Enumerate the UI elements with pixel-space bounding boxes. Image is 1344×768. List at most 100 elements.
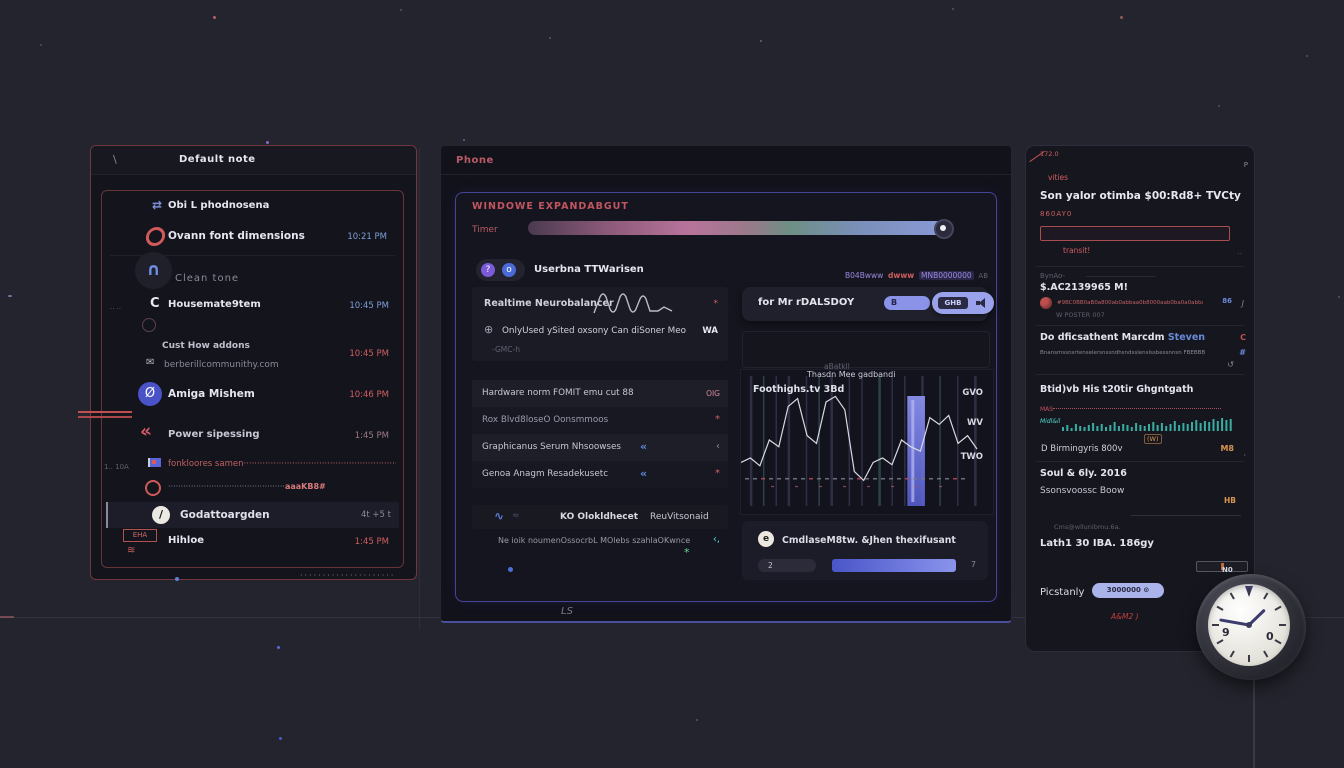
- short-rule: [1131, 515, 1241, 516]
- voice-pill-button[interactable]: B: [884, 296, 930, 310]
- timestamp: 10:45 PM: [349, 301, 389, 311]
- list-item-label: Obi L phodnosena: [168, 200, 270, 211]
- step-pill-button[interactable]: 2: [758, 559, 816, 572]
- star-dot: [1218, 105, 1220, 107]
- frequency-pill-button[interactable]: 3000000 ⊙: [1092, 583, 1164, 598]
- ticker-title: Son yalor otimba $00:Rd8+ TVCty: [1040, 190, 1241, 202]
- avatar-pill[interactable]: ? o: [476, 259, 525, 281]
- clock-tick: [1279, 624, 1286, 626]
- meta-tag: dwww: [888, 271, 915, 280]
- star-dot: [760, 40, 762, 42]
- vertical-guide-line: [419, 148, 420, 630]
- faint-rule: [1086, 276, 1156, 277]
- realtime-sub: -GMC-h: [492, 345, 520, 354]
- star-dot: [696, 719, 698, 721]
- waves-icon: ≋: [127, 545, 136, 556]
- realtime-row-label: OnlyUsed ySited oxsony Can diSoner Meo: [502, 326, 686, 336]
- empty-card-note: aBatkll: [824, 362, 850, 371]
- waveform-icon: [593, 293, 673, 314]
- chart-axis-label: TWO: [960, 452, 983, 462]
- red-coin-icon: [1040, 297, 1052, 309]
- asterisk-icon: *: [715, 414, 720, 425]
- hb-badge: HB: [1224, 496, 1236, 505]
- settings-row[interactable]: Hardware norm FOMIT emu cut 88 OIG: [472, 380, 728, 407]
- balance-label: BynAo-: [1040, 272, 1065, 280]
- red-rule-top: [78, 411, 132, 413]
- clock-tick: [1216, 639, 1224, 645]
- list-item-selected[interactable]: / Godattoargden 4t +5 t: [106, 502, 399, 528]
- e-avatar-icon: e: [758, 531, 774, 547]
- notice-row[interactable]: Ne ioik noumenOssocrbL MOlebs szahlaOKwn…: [472, 532, 728, 559]
- row-sublabel: Ssonsvoossc Boow: [1040, 486, 1125, 496]
- timer-slider-knob[interactable]: [934, 219, 954, 239]
- list-item-sublabel: berberillcommunithy.com: [164, 360, 279, 370]
- count-badge: 86: [1222, 297, 1232, 305]
- settings-row[interactable]: Rox Blvd8loseO Oonsmmoos *: [472, 407, 728, 434]
- faint-note: .. ..: [110, 303, 122, 311]
- chart-axis-label: GVO: [962, 388, 983, 398]
- list-item-label: Housemate9tem: [168, 299, 261, 310]
- settings-row-label: Genoa Anagm Resadekusetc: [482, 469, 609, 479]
- circle-outline-icon: [145, 480, 161, 496]
- realtime-card-title: Realtime Neurobalancer: [484, 298, 614, 309]
- small-note: Cms@wllunibmu.6a.: [1054, 523, 1121, 531]
- activity-sparkline: [1062, 418, 1232, 431]
- row-title: Soul & 6ly. 2016: [1040, 468, 1127, 479]
- amount-input[interactable]: [1040, 226, 1230, 241]
- corner-p-label: P: [1243, 161, 1248, 169]
- circle-outline-icon[interactable]: [142, 318, 156, 332]
- progress-bar: [832, 559, 956, 572]
- settings-row[interactable]: Genoa Anagm Resadekusetc « *: [472, 461, 728, 488]
- chevron-icon: ‹: [716, 441, 720, 452]
- progress-card: e CmdlaseM8tw. &Jhen thexifusant 2 7: [742, 521, 988, 580]
- status-bar[interactable]: ∿ ≈ KO Olokldhecet ReuVitsonaid: [472, 505, 728, 529]
- star-dot: [266, 141, 269, 144]
- list-item-label: fonkloores samen························…: [168, 459, 396, 469]
- clock-tick: [1212, 624, 1219, 626]
- clock-tick: [1216, 605, 1224, 611]
- footer-dot: [175, 577, 179, 581]
- frequency-label: Picstanly: [1040, 587, 1085, 598]
- star-dot: [277, 646, 280, 649]
- w-badge: (W): [1144, 434, 1162, 444]
- copy-action-icon[interactable]: C: [1240, 333, 1246, 342]
- m8-badge: M8: [1220, 444, 1234, 453]
- chart-axis-label: WV: [967, 418, 983, 428]
- opera-ring-icon: [144, 227, 167, 246]
- refresh-icon[interactable]: ↺: [1227, 360, 1234, 369]
- star-dot: [279, 737, 282, 740]
- settings-row[interactable]: Graphicanus Serum Nhsoowses « ‹: [472, 434, 728, 461]
- clock-bezel: 9 0: [1196, 574, 1306, 680]
- settings-row-label: Hardware norm FOMIT emu cut 88: [482, 388, 634, 398]
- panel-title: Default note: [179, 154, 256, 165]
- price-chart: Thasdn Mee gadbandi Foothighs.tv 3Bd GVO…: [740, 369, 994, 515]
- timestamp: 10:46 PM: [349, 390, 389, 400]
- clock-numeral-0: 0: [1266, 630, 1274, 643]
- notifications-panel: \ Default note ⇄ Obi L phodnosena Ovann …: [90, 145, 417, 580]
- globe-icon: ⊕: [484, 323, 494, 336]
- playback-pill-button[interactable]: GHB: [932, 292, 994, 314]
- wave-faint-icon: ≈: [512, 511, 520, 521]
- clock-center-pin: [1246, 622, 1252, 628]
- timer-slider-track[interactable]: [528, 221, 950, 235]
- empty-card[interactable]: [742, 331, 990, 368]
- realtime-card[interactable]: Realtime Neurobalancer * ⊕ OnlyUsed ySit…: [472, 287, 728, 361]
- timestamp: 1:45 PM: [354, 537, 389, 547]
- headphones-avatar-icon: ∩: [135, 252, 172, 289]
- mail-icon: ✉: [146, 357, 155, 368]
- menu-icon[interactable]: \: [113, 153, 117, 166]
- clock-tick: [1263, 650, 1269, 658]
- teal-trace-label: Midl&il: [1040, 418, 1061, 425]
- list-item-label: Hihloe: [168, 535, 204, 546]
- timestamp: 10:45 PM: [349, 349, 389, 359]
- meta-row: B04Bwww dwww MNB0000000 AB: [740, 271, 988, 280]
- playback-chip-label: GHB: [938, 297, 968, 309]
- hash-icon[interactable]: #: [1239, 348, 1246, 357]
- star-dot: [1306, 55, 1308, 57]
- chevron-down-icon[interactable]: ..: [1237, 248, 1242, 256]
- chart-title: Foothighs.tv 3Bd: [753, 384, 845, 395]
- user-avatar: o: [502, 263, 516, 277]
- clock-tick: [1248, 588, 1250, 595]
- meta-badge: MNB0000000: [918, 271, 974, 280]
- price-chart-plot: [741, 376, 978, 506]
